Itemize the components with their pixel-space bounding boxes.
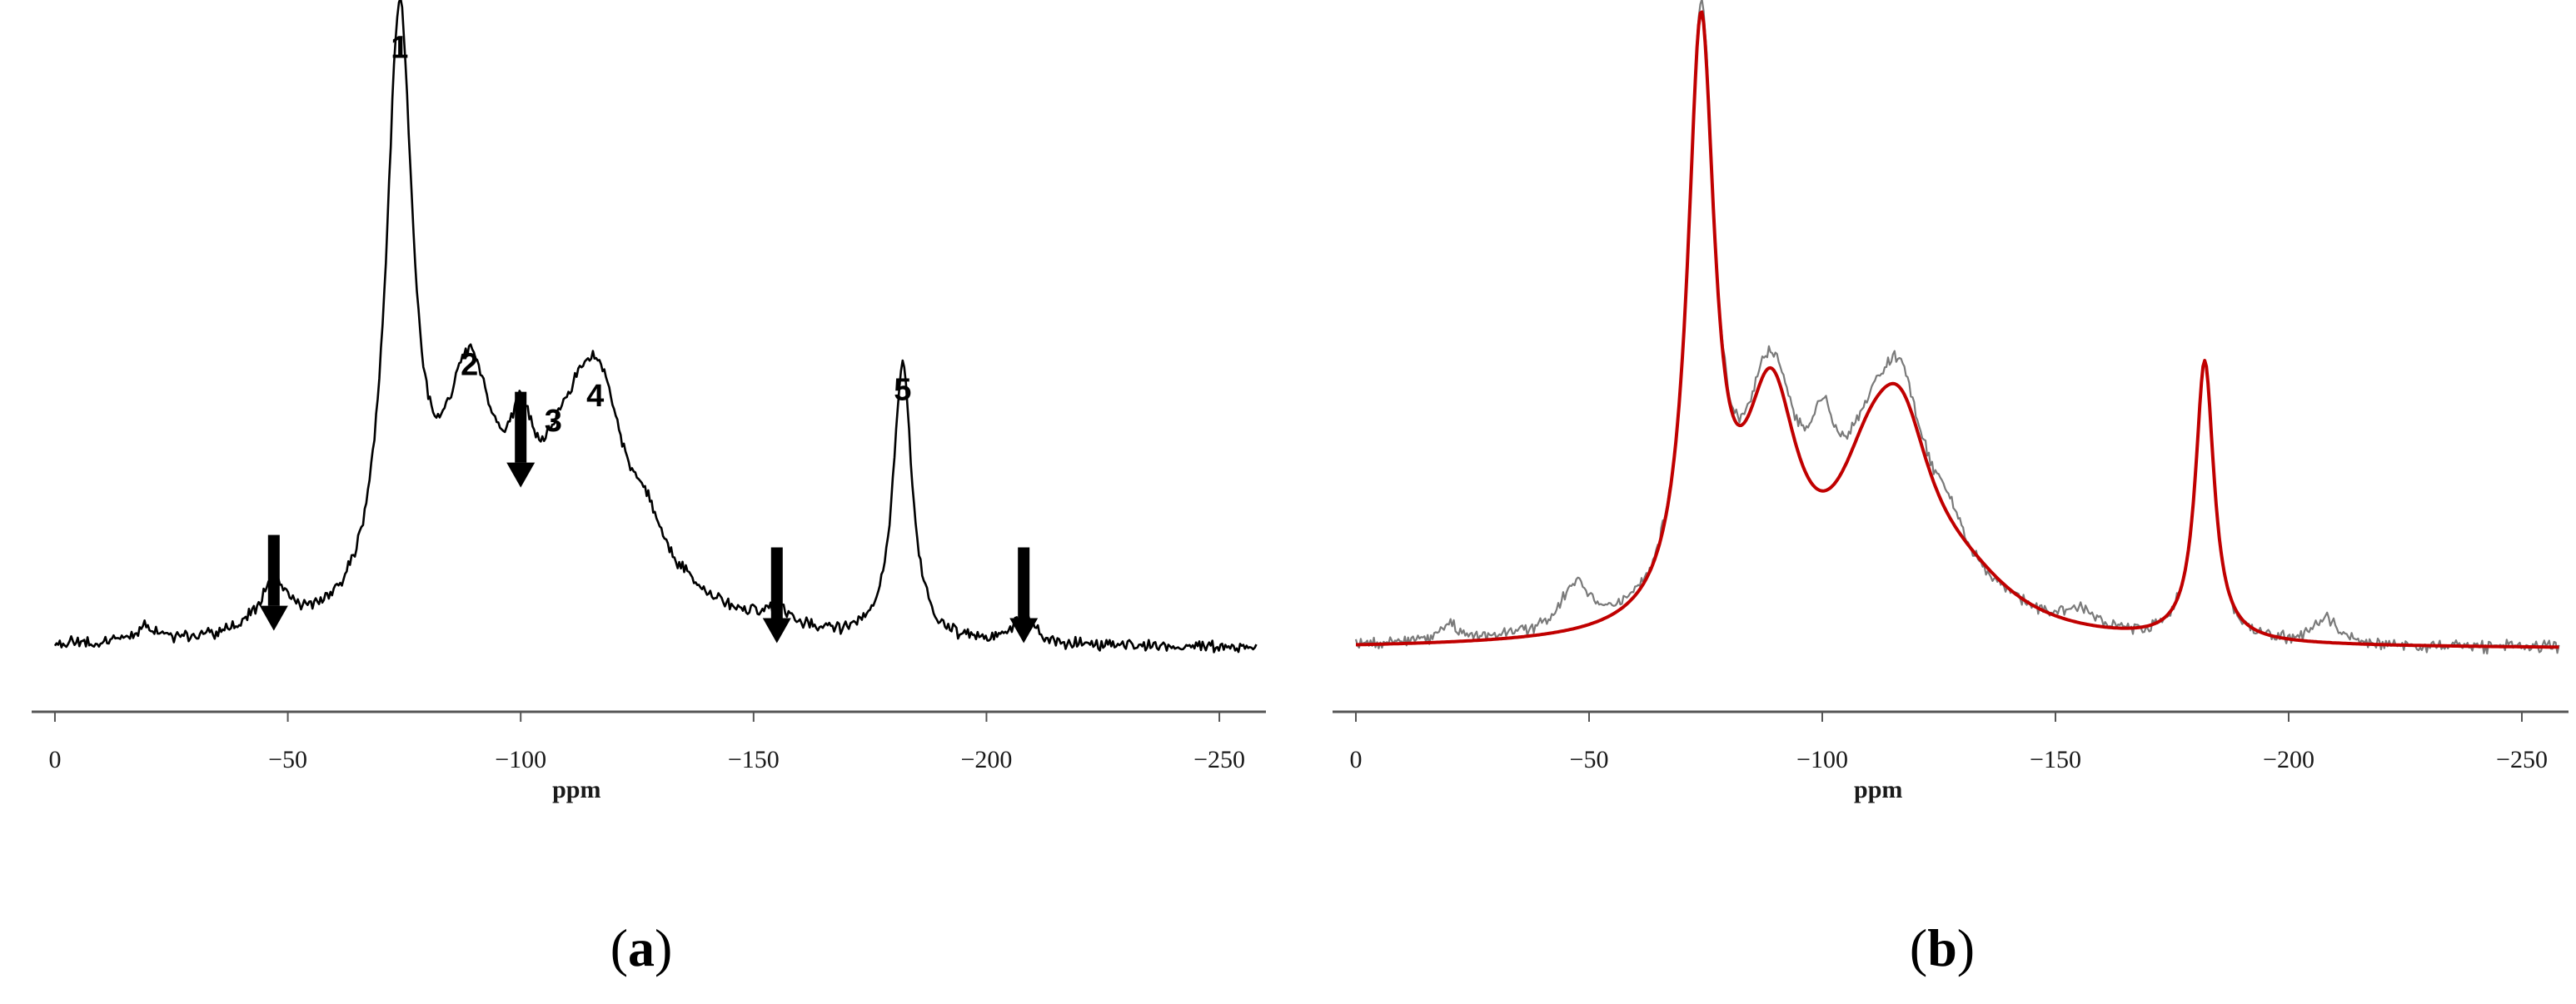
arrow-marker bbox=[259, 534, 288, 631]
panel-a-caption: (a) bbox=[610, 918, 673, 977]
peak-label: 4 bbox=[586, 379, 604, 414]
x-tick-label: −150 bbox=[2030, 746, 2081, 773]
x-tick-label: −50 bbox=[1570, 746, 1609, 773]
peak-label: 1 bbox=[391, 30, 408, 65]
spectrum-line bbox=[1354, 0, 2560, 655]
arrow-marker bbox=[1009, 547, 1039, 644]
arrow-marker bbox=[506, 391, 536, 488]
x-axis-title: ppm bbox=[1854, 776, 1902, 803]
peak-label: 2 bbox=[461, 348, 478, 383]
x-tick-label: −50 bbox=[268, 746, 307, 773]
x-tick-label: −100 bbox=[1796, 746, 1848, 773]
x-tick-label: −250 bbox=[2496, 746, 2548, 773]
panel-a: 0 −50 −100 −150 −200 −250 ppm 1 2 34 5 bbox=[32, 0, 1266, 803]
spectrum-line bbox=[53, 0, 1258, 654]
arrow-marker bbox=[762, 547, 791, 644]
x-tick-label: −200 bbox=[2263, 746, 2314, 773]
x-tick-label: −100 bbox=[495, 746, 546, 773]
x-tick-label: 0 bbox=[1350, 746, 1363, 773]
x-tick-label: −200 bbox=[960, 746, 1012, 773]
x-tick-label: −150 bbox=[728, 746, 780, 773]
panel-b-caption: (b) bbox=[1910, 918, 1975, 977]
x-tick-label: 0 bbox=[48, 746, 61, 773]
peak-label: 5 bbox=[894, 372, 911, 407]
peak-label: 3 bbox=[545, 404, 562, 439]
fit-curve bbox=[1356, 10, 2559, 649]
x-axis-title: ppm bbox=[552, 776, 600, 803]
x-tick-label: −250 bbox=[1193, 746, 1245, 773]
panel-b: 0 −50 −100 −150 −200 −250 ppm bbox=[1333, 0, 2569, 803]
